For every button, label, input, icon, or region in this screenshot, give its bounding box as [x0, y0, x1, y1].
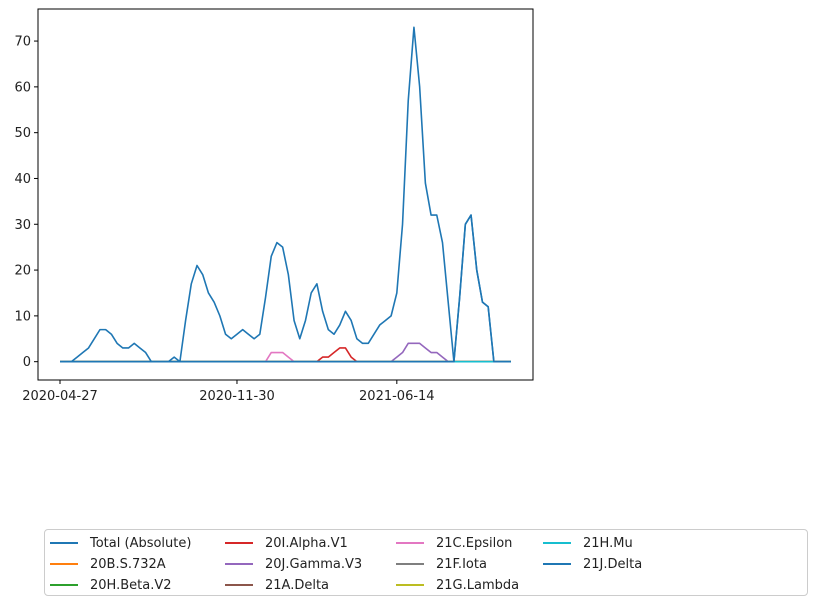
legend-swatch [50, 563, 78, 565]
legend-label: 21J.Delta [583, 556, 643, 572]
legend-swatch [50, 584, 78, 586]
y-tick-label: 30 [14, 218, 31, 233]
y-tick-label: 60 [14, 80, 31, 95]
series-line-total-absolute [60, 26, 511, 363]
legend-swatch [225, 563, 253, 565]
series-line-21j-delta [60, 214, 511, 363]
legend-entry: 21F.Iota [396, 555, 487, 573]
legend-entry: 21C.Epsilon [396, 534, 512, 552]
legend-entry: 21A.Delta [225, 576, 329, 594]
legend-entry: 20H.Beta.V2 [50, 576, 172, 594]
x-tick-label: 2020-04-27 [22, 389, 98, 404]
legend-swatch [50, 542, 78, 544]
legend-label: 21C.Epsilon [436, 535, 513, 551]
legend-swatch [396, 542, 424, 544]
y-tick-label: 0 [23, 355, 31, 370]
plot-area-frame [37, 8, 534, 381]
legend-swatch [543, 542, 571, 544]
x-axis: 2020-04-27 2020-11-30 2021-06-14 [22, 380, 435, 404]
legend-swatch [225, 542, 253, 544]
legend-label: 20J.Gamma.V3 [265, 556, 363, 572]
legend-label: 20H.Beta.V2 [90, 577, 172, 593]
legend-swatch [225, 584, 253, 586]
legend-entry: 20J.Gamma.V3 [225, 555, 362, 573]
y-axis: 0 10 20 30 40 50 60 70 [14, 35, 38, 370]
legend-entry: 21H.Mu [543, 534, 633, 552]
legend-label: 21H.Mu [583, 535, 633, 551]
legend-swatch [396, 563, 424, 565]
y-tick-label: 70 [14, 35, 31, 50]
legend-entry: 20I.Alpha.V1 [225, 534, 348, 552]
legend-entry: Total (Absolute) [50, 534, 191, 552]
legend-label: 20B.S.732A [90, 556, 166, 572]
legend-label: 21A.Delta [265, 577, 330, 593]
legend-entry: 21G.Lambda [396, 576, 519, 594]
y-tick-label: 20 [14, 264, 31, 279]
series-layer [60, 26, 511, 363]
x-tick-label: 2020-11-30 [199, 389, 275, 404]
legend-entry: 20B.S.732A [50, 555, 166, 573]
legend-entry: 21J.Delta [543, 555, 642, 573]
legend-swatch [543, 563, 571, 565]
y-tick-label: 40 [14, 172, 31, 187]
y-tick-label: 50 [14, 126, 31, 141]
legend-label: 21F.Iota [436, 556, 487, 572]
x-tick-label: 2021-06-14 [359, 389, 435, 404]
legend-swatch [396, 584, 424, 586]
legend: Total (Absolute) 20B.S.732A 20H.Beta.V2 20I… [44, 529, 808, 596]
y-tick-label: 10 [14, 309, 31, 324]
legend-label: 20I.Alpha.V1 [265, 535, 348, 551]
legend-label: 21G.Lambda [436, 577, 520, 593]
series-line-20j-gamma-v3 [60, 342, 511, 363]
legend-label: Total (Absolute) [90, 535, 192, 551]
